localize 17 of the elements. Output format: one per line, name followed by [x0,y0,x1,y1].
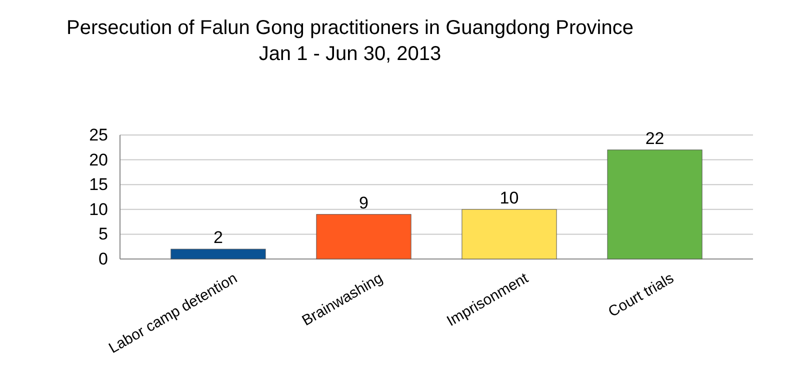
data-label: 9 [359,193,368,212]
bar [462,209,557,260]
y-tick-label: 15 [89,175,108,194]
y-tick-label: 10 [89,200,108,219]
chart-subtitle: Jan 1 - Jun 30, 2013 [258,43,442,65]
y-tick-label: 25 [89,125,108,144]
data-label: 2 [213,228,223,248]
y-tick-label: 20 [89,150,108,170]
x-tick-label: Court trials [605,270,677,321]
bar [316,214,412,260]
chart-title: Persecution of Falun Gong practitioners in Guangdong Province [66,17,634,39]
y-tick-label: 0 [98,249,108,268]
bar [607,150,702,260]
y-tick-label: 5 [98,224,108,244]
bar [170,248,266,260]
data-label: 10 [500,188,519,208]
data-label: 22 [645,128,664,148]
